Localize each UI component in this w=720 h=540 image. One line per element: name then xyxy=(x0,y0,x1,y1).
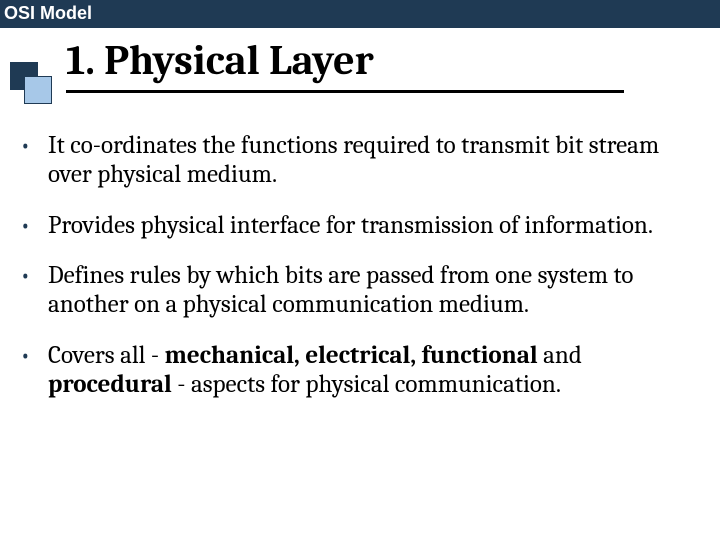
bullet-text-post: - aspects for physical communication. xyxy=(172,370,561,399)
bullet-item: Covers all - mechanical, electrical, fun… xyxy=(48,342,690,400)
bullet-list: It co-ordinates the functions required t… xyxy=(48,132,690,399)
bullet-item: It co-ordinates the functions required t… xyxy=(48,132,690,190)
deco-square-front xyxy=(24,76,52,104)
header-bar: OSI Model xyxy=(0,0,720,28)
bullet-item: Provides physical interface for transmis… xyxy=(48,212,690,241)
title-underline xyxy=(66,90,624,93)
bullet-text-mid: and xyxy=(538,341,582,370)
content-area: It co-ordinates the functions required t… xyxy=(48,132,690,399)
bullet-text: Defines rules by which bits are passed f… xyxy=(48,261,633,319)
bullet-text: Provides physical interface for transmis… xyxy=(48,211,653,240)
slide-title: 1. Physical Layer xyxy=(66,36,374,87)
title-decoration xyxy=(10,62,64,102)
header-label: OSI Model xyxy=(4,3,92,23)
bullet-text-bold: mechanical, electrical, functional xyxy=(165,341,538,370)
bullet-text-pre: Covers all - xyxy=(48,341,165,370)
bullet-text-bold: procedural xyxy=(48,370,172,399)
title-area: 1. Physical Layer xyxy=(0,36,720,106)
bullet-text: It co-ordinates the functions required t… xyxy=(48,131,659,189)
bullet-item: Defines rules by which bits are passed f… xyxy=(48,262,690,320)
